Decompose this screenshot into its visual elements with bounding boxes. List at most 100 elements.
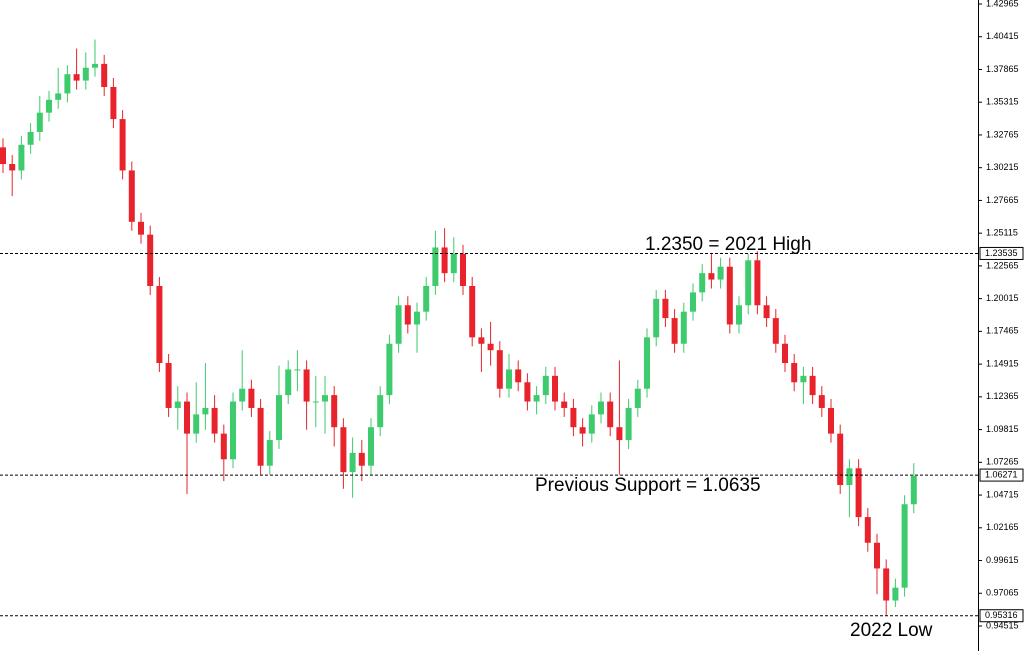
candle-body <box>423 285 430 312</box>
candle-body <box>276 395 282 441</box>
y-tick-label: 1.25115 <box>986 228 1018 238</box>
candle-body <box>478 337 485 344</box>
candle-body <box>119 119 126 171</box>
candle-body <box>358 452 365 466</box>
annotation: 2022 Low <box>850 620 933 641</box>
candle-body <box>469 285 476 338</box>
candle-body <box>800 375 807 383</box>
candle-body <box>653 298 660 338</box>
candle-body <box>542 375 549 396</box>
candle-body <box>782 343 788 364</box>
candle-body <box>82 67 89 81</box>
candle-body <box>763 305 770 319</box>
y-tick-label: 1.37865 <box>986 64 1019 74</box>
y-tick-label: 0.94515 <box>986 620 1019 630</box>
y-tick-label: 1.09815 <box>986 424 1019 434</box>
y-tick-label: 1.20015 <box>986 293 1019 303</box>
candle-body <box>220 433 227 460</box>
level-box <box>979 246 1024 260</box>
candle-body <box>901 504 908 588</box>
candle-body <box>910 475 917 505</box>
candle-body <box>9 164 16 171</box>
candle-body <box>460 253 466 286</box>
y-tick-label: 1.14915 <box>986 358 1019 368</box>
candle-body <box>607 401 614 428</box>
candle-body <box>377 395 384 428</box>
candle-body <box>303 369 310 402</box>
y-tick-label: 1.35315 <box>986 97 1019 107</box>
candle-body <box>92 63 98 68</box>
candle-body <box>634 388 641 408</box>
candle-body <box>450 253 457 274</box>
candle-body <box>156 285 163 364</box>
candle-body <box>322 395 328 402</box>
candle-body <box>828 407 834 434</box>
level-label: 1.06271 <box>985 469 1018 479</box>
y-tick-label: 1.02165 <box>986 522 1019 532</box>
candle-body <box>248 388 255 408</box>
candle-body <box>184 401 190 434</box>
candle-body <box>855 468 862 518</box>
candle-body <box>864 517 871 543</box>
candle-body <box>644 337 650 389</box>
candle-body <box>340 427 347 473</box>
candle-body <box>487 343 494 351</box>
level-label: 1.23535 <box>985 248 1018 258</box>
y-tick-label: 1.04715 <box>986 489 1019 499</box>
candle-body <box>588 414 595 434</box>
candle-body <box>883 568 890 601</box>
y-tick-label: 1.22565 <box>986 260 1019 270</box>
candle-body <box>717 266 724 280</box>
candle-body <box>579 427 586 434</box>
candle-body <box>349 452 356 473</box>
candle-body <box>285 369 292 396</box>
candle-body <box>368 427 374 466</box>
y-tick-label: 0.97065 <box>986 588 1019 598</box>
candle-body <box>506 369 512 389</box>
candle-body <box>874 542 880 569</box>
annotation: Previous Support = 1.0635 <box>535 475 761 496</box>
candle-body <box>18 144 25 171</box>
candle-body <box>386 343 393 396</box>
candle-body <box>662 298 669 319</box>
candle-body <box>414 311 420 325</box>
candle-body <box>294 369 301 371</box>
candle-body <box>138 221 144 235</box>
candle-body <box>174 401 181 408</box>
candle-body <box>110 87 117 120</box>
candle-body <box>561 401 568 408</box>
candle-body <box>202 407 209 415</box>
candle-body <box>690 292 696 312</box>
candle-body <box>73 74 80 81</box>
candle-body <box>55 93 62 100</box>
candle-body <box>772 318 779 344</box>
candle-body <box>708 273 715 280</box>
candle-body <box>432 247 439 286</box>
candle-body <box>193 414 200 434</box>
y-tick-label: 1.12365 <box>986 391 1019 401</box>
candle-body <box>552 375 558 402</box>
candle-body <box>230 401 236 460</box>
candle-body <box>101 63 108 88</box>
candle-body <box>570 407 577 428</box>
candle-body <box>257 407 264 466</box>
candle-body <box>625 407 632 441</box>
candle-body <box>837 433 844 485</box>
candle-body <box>395 305 402 344</box>
y-tick-label: 1.27665 <box>986 195 1019 205</box>
candle-body <box>515 369 522 383</box>
candle-body <box>524 382 531 402</box>
candle-body <box>791 363 798 383</box>
candle-body <box>441 247 448 274</box>
y-tick-label: 1.17465 <box>986 326 1019 336</box>
candle-body <box>165 363 172 408</box>
y-tick-label: 1.07265 <box>986 457 1019 467</box>
candle-body <box>892 587 899 601</box>
y-tick-label: 1.42965 <box>986 0 1019 8</box>
candle-body <box>128 170 135 222</box>
level-box <box>979 609 1024 623</box>
candle-body <box>266 440 273 466</box>
candle-body <box>736 305 742 325</box>
candle-body <box>616 427 623 441</box>
candle-body <box>846 468 853 485</box>
